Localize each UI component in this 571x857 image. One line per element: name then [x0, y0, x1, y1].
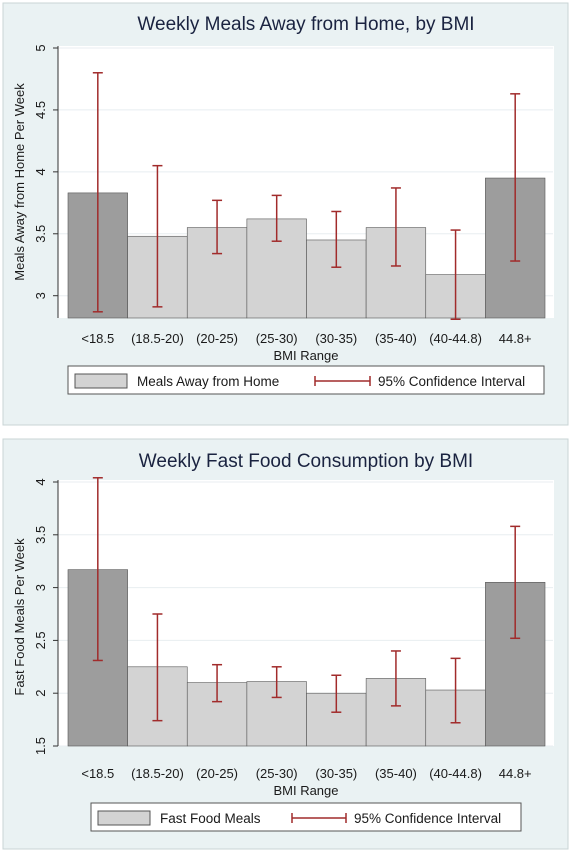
y-tick-label: 4 — [33, 168, 48, 175]
ci-2 — [212, 663, 223, 703]
x-tick-label: (25-30) — [256, 766, 298, 781]
legend-ci-swatch — [314, 376, 371, 386]
ci-6 — [450, 229, 461, 320]
ci-5 — [390, 187, 401, 267]
ci-7 — [510, 525, 521, 640]
y-axis: 3 3.5 4 4.5 5 — [33, 44, 59, 318]
x-axis-label: BMI Range — [273, 783, 338, 798]
y-tick-label: 2 — [33, 690, 48, 697]
y-tick-label: 2.5 — [33, 631, 48, 649]
x-tick-label: 44.8+ — [499, 766, 532, 781]
legend-bar-swatch — [74, 373, 128, 389]
legend-bar-swatch — [97, 810, 151, 826]
x-tick-label: (40-44.8) — [429, 331, 482, 346]
y-axis-label: Fast Food Meals Per Week — [12, 538, 27, 696]
x-axis-ticks: <18.5 (18.5-20) (20-25) (25-30) (30-35) (35-4… — [81, 766, 531, 781]
legend-bar-label: Fast Food Meals — [160, 811, 261, 826]
x-tick-label: (35-40) — [375, 331, 417, 346]
ci-1 — [152, 164, 163, 308]
legend-box — [67, 365, 545, 395]
y-tick-label: 3.5 — [33, 225, 48, 243]
legend: Meals Away from Home 95% Confidence Inte… — [67, 365, 545, 395]
x-tick-label: <18.5 — [81, 331, 114, 346]
y-tick-label: 1.5 — [33, 737, 48, 755]
y-tick-label: 5 — [33, 44, 48, 51]
ci-4 — [331, 210, 342, 268]
ci-3 — [271, 666, 282, 699]
y-tick-label: 3 — [33, 584, 48, 591]
ci-5 — [390, 650, 401, 707]
confidence-intervals — [92, 72, 521, 320]
confidence-intervals — [92, 477, 521, 724]
x-tick-label: <18.5 — [81, 766, 114, 781]
x-tick-label: (20-25) — [196, 766, 238, 781]
ci-4 — [331, 674, 342, 713]
panel-fast-food: Weekly Fast Food Consumption by BMI 1.5 2… — [2, 438, 569, 850]
panel-meals-away: Weekly Meals Away from Home, by BMI 3 3.5… — [2, 2, 569, 426]
ci-3 — [271, 194, 282, 242]
y-axis-label: Meals Away from Home Per Week — [12, 83, 27, 281]
ci-0 — [92, 72, 103, 313]
ci-2 — [212, 199, 223, 255]
x-axis-ticks: <18.5 (18.5-20) (20-25) (25-30) (30-35) (35-4… — [81, 331, 531, 346]
chart-title: Weekly Fast Food Consumption by BMI — [139, 451, 473, 472]
legend-ci-label: 95% Confidence Interval — [354, 811, 501, 826]
x-tick-label: (18.5-20) — [131, 331, 184, 346]
y-tick-label: 4 — [33, 478, 48, 485]
x-tick-label: (35-40) — [375, 766, 417, 781]
legend-ci-label: 95% Confidence Interval — [378, 374, 525, 389]
x-tick-label: (25-30) — [256, 331, 298, 346]
legend-ci-swatch — [291, 813, 347, 823]
ci-7 — [510, 93, 521, 262]
y-tick-label: 4.5 — [33, 101, 48, 119]
x-tick-label: 44.8+ — [499, 331, 532, 346]
x-tick-label: (40-44.8) — [429, 766, 482, 781]
ci-0 — [92, 477, 103, 662]
x-tick-label: (30-35) — [315, 766, 357, 781]
y-tick-label: 3.5 — [33, 526, 48, 544]
y-axis: 1.5 2 2.5 3 3.5 4 — [33, 478, 59, 755]
legend-bar-label: Meals Away from Home — [137, 374, 279, 389]
x-tick-label: (20-25) — [196, 331, 238, 346]
ci-6 — [450, 657, 461, 724]
y-tick-label: 3 — [33, 292, 48, 299]
ci-1 — [152, 613, 163, 722]
legend: Fast Food Meals 95% Confidence Interval — [90, 802, 522, 832]
x-tick-label: (30-35) — [315, 331, 357, 346]
x-tick-label: (18.5-20) — [131, 766, 184, 781]
legend-box — [90, 802, 522, 832]
chart-title: Weekly Meals Away from Home, by BMI — [137, 14, 474, 35]
x-axis-label: BMI Range — [273, 348, 338, 363]
